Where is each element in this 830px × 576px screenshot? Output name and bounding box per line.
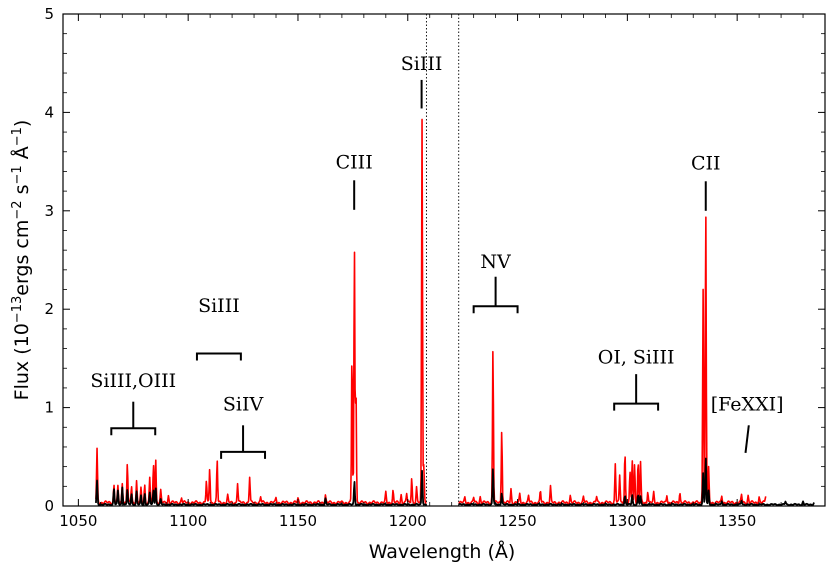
line-label-siii-oiii: SiIII,OIII (90, 370, 176, 392)
x-tick-label: 1350 (718, 512, 756, 530)
line-label-cii: CII (691, 152, 721, 174)
line-label-siiv: SiIV (223, 394, 264, 416)
x-tick-label: 1100 (169, 512, 207, 530)
x-tick-label: 1250 (498, 512, 536, 530)
line-label-ciii: CIII (336, 151, 373, 173)
y-tick-label: 2 (44, 300, 54, 318)
annotation-ciii: CIII (336, 151, 373, 210)
annotation-oi-siii: OI, SiIII (598, 346, 675, 411)
bracket-siii-oiii (110, 427, 157, 436)
bracket-oi-siii (613, 402, 660, 411)
x-tick-label: 1050 (59, 512, 97, 530)
x-tick-label: 1200 (389, 512, 427, 530)
plot-frame (62, 13, 826, 507)
line-label-oi-siii: OI, SiIII (598, 346, 675, 368)
tick-marker-fexxi (744, 425, 750, 453)
line-label-siii-1110: SiIII (198, 295, 240, 317)
annotations: SiIII,OIII SiIII SiIV CIII SiIII NV OI, SiIII C… (90, 53, 784, 459)
annotation-nv: NV (472, 251, 519, 314)
y-axis-label: Flux (10−13ergs cm−2 s−1 Å−1) (10, 120, 34, 401)
bracket-nv (472, 305, 519, 314)
x-axis-label: Wavelength (Å) (369, 540, 516, 563)
line-label-siii-1206: SiIII (401, 53, 443, 75)
line-label-fexxi: [FeXXI] (711, 394, 784, 416)
line-label-nv: NV (480, 251, 511, 273)
x-tick-label: 1300 (608, 512, 646, 530)
series-line-red (95, 118, 767, 506)
y-tick-label: 4 (44, 103, 54, 121)
annotation-siiv: SiIV (220, 394, 267, 459)
series-line-black (95, 457, 815, 507)
y-tick-label: 5 (44, 5, 54, 23)
y-tick-label: 1 (44, 399, 54, 417)
y-tick-label: 3 (44, 202, 54, 220)
bracket-siii-1110 (195, 352, 242, 361)
annotation-siii-1110: SiIII (195, 295, 242, 361)
annotation-cii: CII (691, 152, 721, 211)
annotation-fexxi: [FeXXI] (711, 394, 784, 453)
x-tick-label: 1150 (279, 512, 317, 530)
bracket-siiv (220, 450, 267, 459)
axes: 1050 1100 1150 1200 1250 1300 1350 0 1 2 3 4 5 (44, 5, 826, 530)
annotation-siii-1206: SiIII (401, 53, 443, 109)
annotation-siii-oiii: SiIII,OIII (90, 370, 176, 436)
y-tick-label: 0 (44, 497, 54, 515)
